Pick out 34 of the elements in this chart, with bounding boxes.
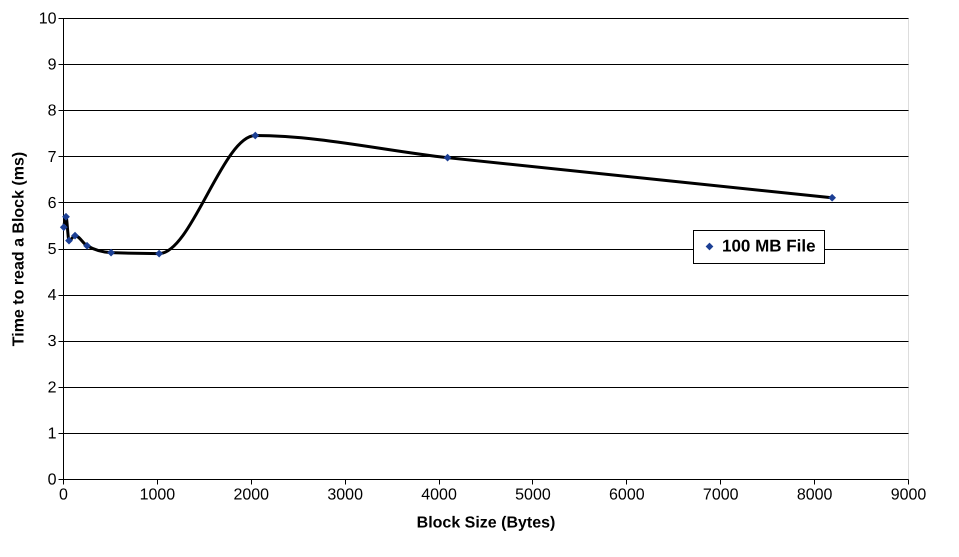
x-tick-label: 9000: [890, 486, 926, 504]
y-tick-label: 7: [48, 148, 57, 166]
x-tick-label: 5000: [515, 486, 551, 504]
y-tick-label: 9: [48, 56, 57, 74]
x-tick-label: 7000: [702, 486, 739, 504]
y-tick-label: 6: [48, 194, 57, 212]
x-tick-label: 6000: [609, 486, 645, 504]
y-axis-title: Time to read a Block (ms): [10, 152, 28, 346]
x-tick-label: 3000: [327, 486, 364, 504]
x-axis-title: Block Size (Bytes): [416, 514, 556, 532]
point: [60, 223, 68, 232]
legend-label: 100 MB File: [722, 236, 816, 256]
point: [71, 232, 79, 240]
x-tick-label: 8000: [796, 486, 833, 504]
x-tick-label: 0: [59, 486, 68, 504]
point: [62, 212, 70, 221]
point: [65, 236, 73, 245]
y-tick-label: 2: [48, 379, 57, 396]
point: [251, 132, 260, 140]
y-tick-label: 8: [48, 102, 57, 120]
x-tick-label: 4000: [421, 486, 457, 504]
point: [83, 242, 91, 250]
point: [107, 248, 115, 257]
point: [444, 154, 452, 162]
y-tick-label: 0: [48, 472, 57, 488]
point: [828, 194, 836, 202]
y-tick-label: 10: [38, 10, 57, 28]
y-tick-label: 5: [48, 241, 57, 258]
x-tick-label: 2000: [233, 486, 270, 504]
y-tick-label: 4: [48, 287, 57, 304]
y-tick-label: 3: [48, 333, 57, 350]
point: [155, 250, 164, 258]
y-tick-label: 1: [48, 425, 57, 442]
x-tick-label: 1000: [140, 486, 176, 504]
